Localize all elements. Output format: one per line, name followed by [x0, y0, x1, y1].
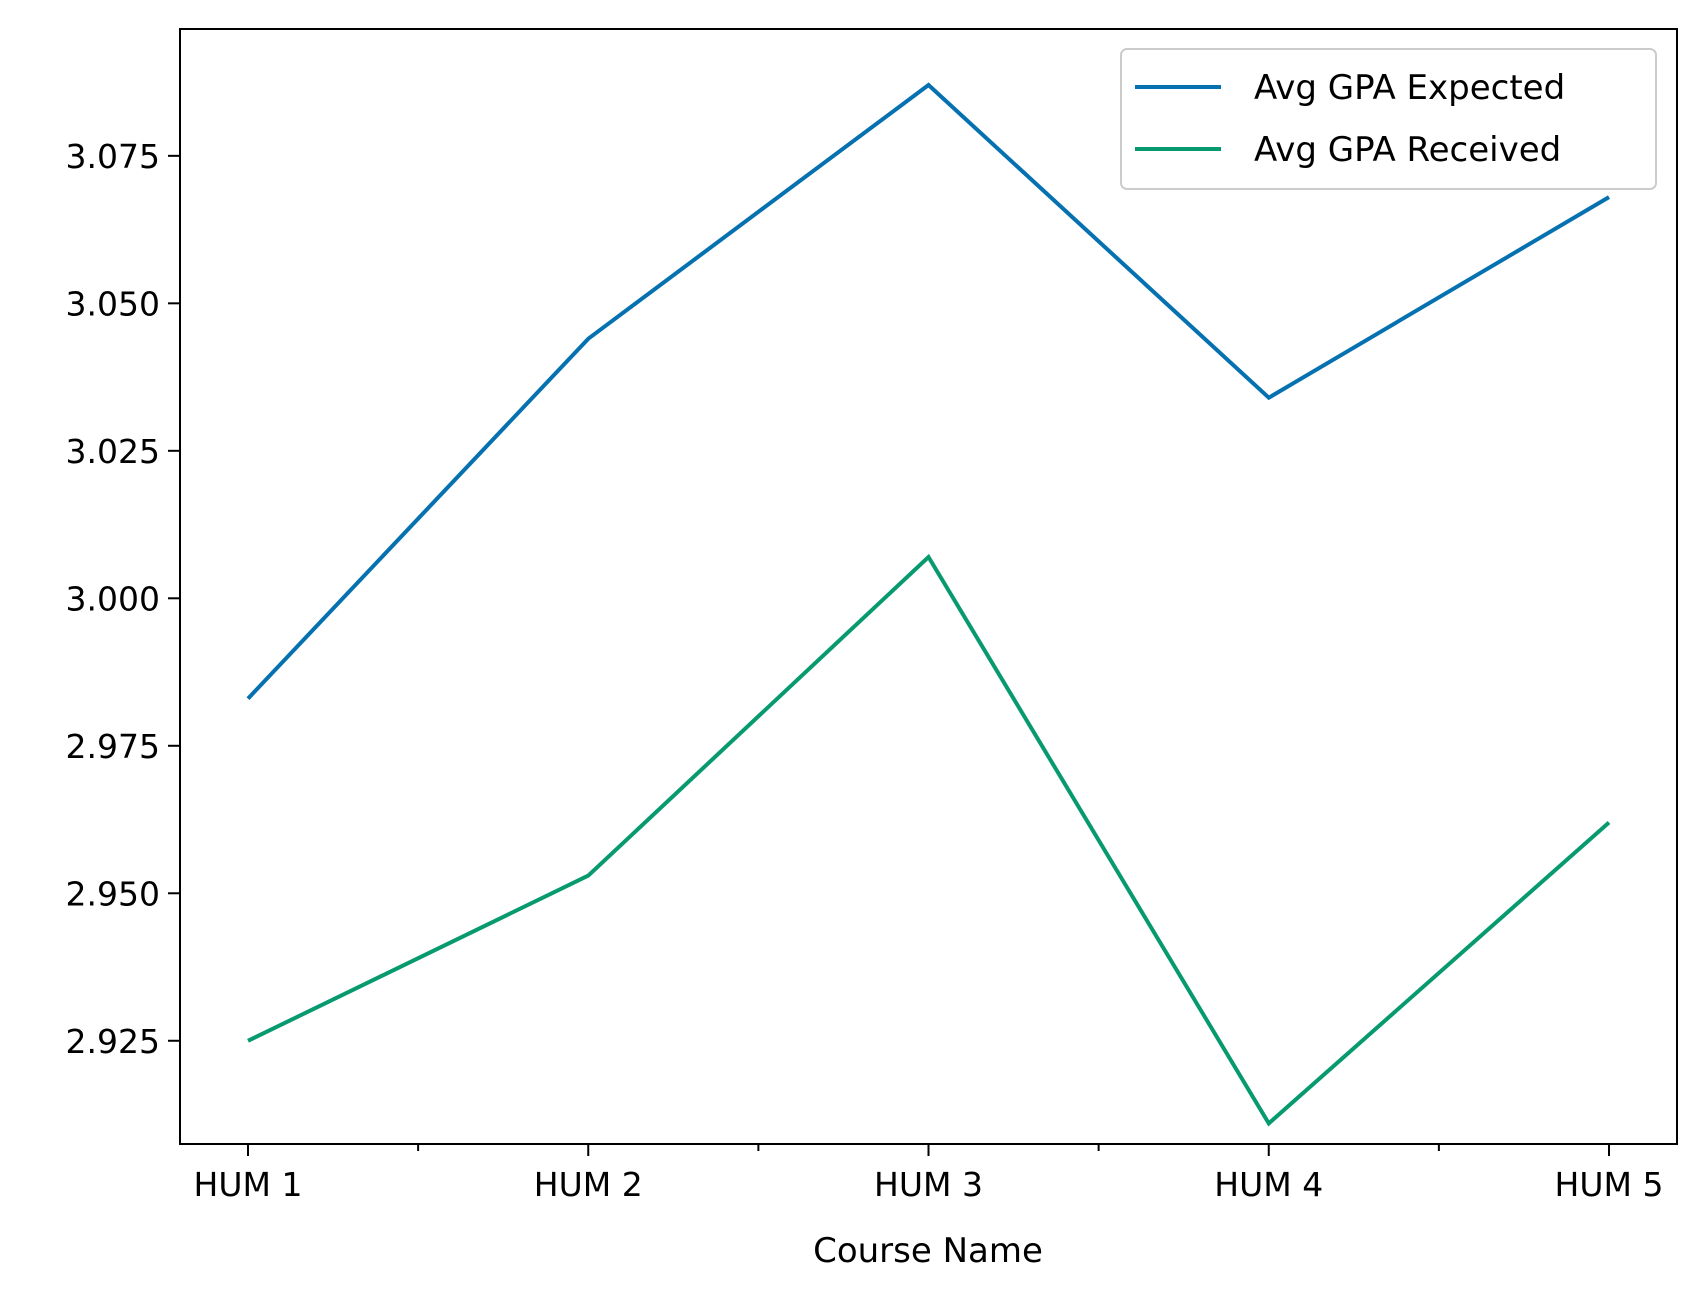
legend: Avg GPA Expected Avg GPA Received: [1120, 48, 1657, 190]
x-tick-label: HUM 2: [534, 1165, 643, 1204]
y-tick-label: 2.975: [66, 727, 160, 766]
y-tick-label: 3.025: [66, 432, 160, 471]
x-tick-label: HUM 5: [1555, 1165, 1664, 1204]
series-layer: [246, 82, 1611, 1127]
y-axis: 2.925 2.950 2.975 3.000 3.025 3.050 3.075: [66, 137, 180, 1061]
y-tick-label: 3.075: [66, 137, 160, 176]
y-tick-label: 3.050: [66, 284, 160, 323]
series-line-1: [246, 82, 1611, 700]
legend-label-1: Avg GPA Expected: [1254, 68, 1565, 108]
x-axis-label: Course Name: [813, 1231, 1043, 1271]
y-tick-label: 3.000: [66, 579, 160, 618]
plot-area-frame: [179, 28, 1678, 1145]
x-tick-label: HUM 1: [194, 1165, 303, 1204]
y-tick-label: 2.925: [66, 1022, 160, 1061]
legend-label-2: Avg GPA Received: [1254, 130, 1561, 170]
x-axis: HUM 1 HUM 2 HUM 3 HUM 4 HUM 5: [194, 1144, 1664, 1204]
legend-frame: [1120, 48, 1657, 190]
x-tick-label: HUM 4: [1214, 1165, 1323, 1204]
x-tick-label: HUM 3: [874, 1165, 983, 1204]
series-line-2: [247, 553, 1611, 1127]
y-tick-label: 2.950: [66, 874, 160, 913]
